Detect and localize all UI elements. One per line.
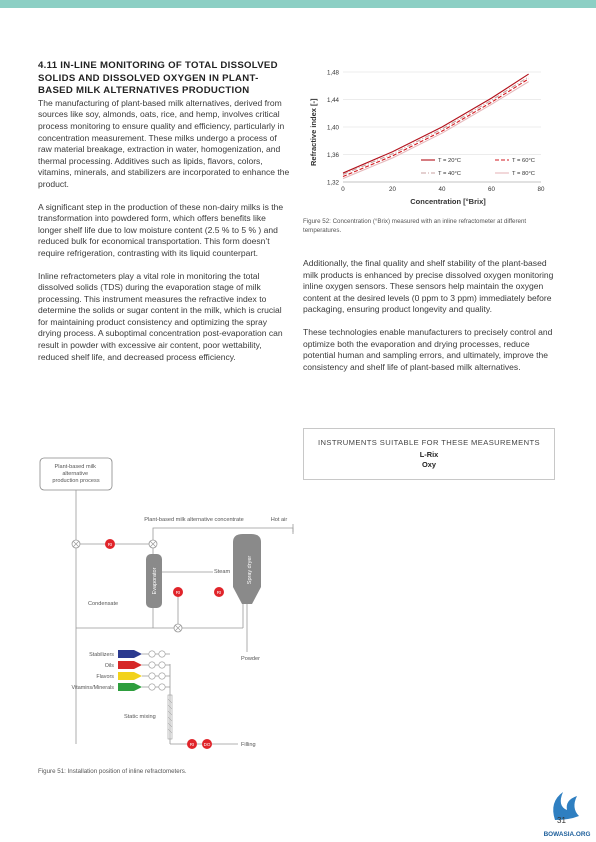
valve-icon xyxy=(158,650,166,658)
svg-text:Plant-based milk alternati: Plant-based milk alternative production … xyxy=(52,464,99,484)
x-tick-label: 40 xyxy=(439,186,446,193)
svg-text:RI: RI xyxy=(108,542,113,547)
additive-label: Vitamins/Minerals xyxy=(72,685,115,691)
additive-arrow xyxy=(118,661,142,669)
series-line xyxy=(342,78,529,178)
valve-icon xyxy=(158,683,166,691)
series-line xyxy=(342,73,529,174)
svg-text:RI: RI xyxy=(190,742,195,747)
instrument-lrix: L-Rix xyxy=(419,450,439,459)
valve-icon xyxy=(148,683,156,691)
refractometer-sensor-icon: RI xyxy=(105,539,115,549)
svg-text:RI: RI xyxy=(176,590,181,595)
series-line xyxy=(342,81,529,180)
y-tick-label: 1,44 xyxy=(327,97,340,104)
figure-51-caption: Figure 51: Installation position of inli… xyxy=(38,768,187,775)
hot-air-label: Hot air xyxy=(271,517,288,523)
valve-icon xyxy=(148,672,156,680)
spray-dryer-label: Spray dryer xyxy=(247,556,253,585)
x-tick-label: 20 xyxy=(389,186,396,193)
valve-icon xyxy=(148,539,158,549)
left-column: 4.11 IN-LINE MONITORING OF TOTAL DISSOLV… xyxy=(38,60,290,374)
legend-label: T = 40°C xyxy=(438,171,461,177)
valve-icon xyxy=(71,539,81,549)
evaporator-label: Evaporator xyxy=(152,567,158,594)
legend-label: T = 60°C xyxy=(512,158,535,164)
paragraph-5: These technologies enable manufacturers … xyxy=(303,326,553,372)
svg-text:DO: DO xyxy=(204,742,211,747)
x-axis-label: Concentration [°Brix] xyxy=(410,197,486,206)
additive-label: Flavors xyxy=(96,674,114,680)
instruments-box: INSTRUMENTS SUITABLE FOR THESE MEASUREME… xyxy=(303,428,555,480)
x-tick-label: 0 xyxy=(341,186,345,193)
start-box-line2: alternative xyxy=(62,471,88,477)
y-tick-label: 1,32 xyxy=(327,180,340,187)
top-accent-bar xyxy=(0,0,596,8)
paragraph-1: The manufacturing of plant-based milk al… xyxy=(38,97,290,189)
series-line xyxy=(342,76,529,175)
legend-label: T = 80°C xyxy=(512,171,535,177)
valve-icon xyxy=(148,661,156,669)
figure-52-caption: Figure 52: Concentration (°Brix) measure… xyxy=(303,218,527,234)
additive-arrow xyxy=(118,650,142,658)
logo-icon: BOWASIA.ORG xyxy=(544,792,591,838)
start-box-line3: production process xyxy=(52,478,99,484)
additive-arrow xyxy=(118,683,142,691)
steam-label: Steam xyxy=(214,569,231,575)
svg-text:RI: RI xyxy=(217,590,222,595)
evaporator-vessel xyxy=(146,554,162,608)
start-box-line1: Plant-based milk xyxy=(55,464,97,470)
paragraph-3: Inline refractometers play a vital role … xyxy=(38,270,283,362)
y-tick-label: 1,48 xyxy=(327,70,340,77)
y-tick-label: 1,36 xyxy=(327,152,340,159)
additive-label: Oils xyxy=(105,663,115,669)
refractometer-sensor-icon: RI xyxy=(173,587,183,597)
valve-icon xyxy=(148,650,156,658)
page-number: 31 xyxy=(557,816,566,825)
valve-icon xyxy=(158,672,166,680)
refractometer-sensor-icon: RI xyxy=(214,587,224,597)
paragraph-2: A significant step in the production of … xyxy=(38,201,284,258)
right-column-text: Additionally, the final quality and shel… xyxy=(303,258,555,384)
additive-label: Stabilizers xyxy=(89,652,114,658)
x-tick-label: 80 xyxy=(538,186,545,193)
y-tick-label: 1,40 xyxy=(327,125,340,132)
filling-label: Filling xyxy=(241,742,256,748)
valve-icon xyxy=(158,661,166,669)
powder-label: Powder xyxy=(241,656,260,662)
paragraph-4: Additionally, the final quality and shel… xyxy=(303,258,554,315)
condensate-label: Condensate xyxy=(88,601,118,607)
additive-arrow xyxy=(118,672,142,680)
y-axis-label: Refractive index [-] xyxy=(309,98,318,166)
concentrate-label: Plant-based milk alternative concentrate xyxy=(144,517,244,523)
spray-dryer-vessel xyxy=(233,534,261,604)
static-mixing-label: Static mixing xyxy=(124,714,156,720)
svg-text:BOWASIA.ORG: BOWASIA.ORG xyxy=(544,831,591,838)
refractometer-sensor-icon: RI xyxy=(187,739,197,749)
legend-label: T = 20°C xyxy=(438,158,461,164)
process-flow-diagram: Plant-based milk alternative production … xyxy=(39,457,294,749)
oxygen-sensor-icon: DO xyxy=(202,739,212,749)
valve-icon xyxy=(173,623,183,633)
refractive-index-chart: Refractive index [-] Concentration [°Bri… xyxy=(309,70,545,207)
instruments-title: INSTRUMENTS SUITABLE FOR THESE MEASUREME… xyxy=(318,438,540,447)
x-tick-label: 60 xyxy=(488,186,495,193)
section-heading: 4.11 IN-LINE MONITORING OF TOTAL DISSOLV… xyxy=(38,60,278,97)
instrument-oxy: Oxy xyxy=(422,460,436,469)
